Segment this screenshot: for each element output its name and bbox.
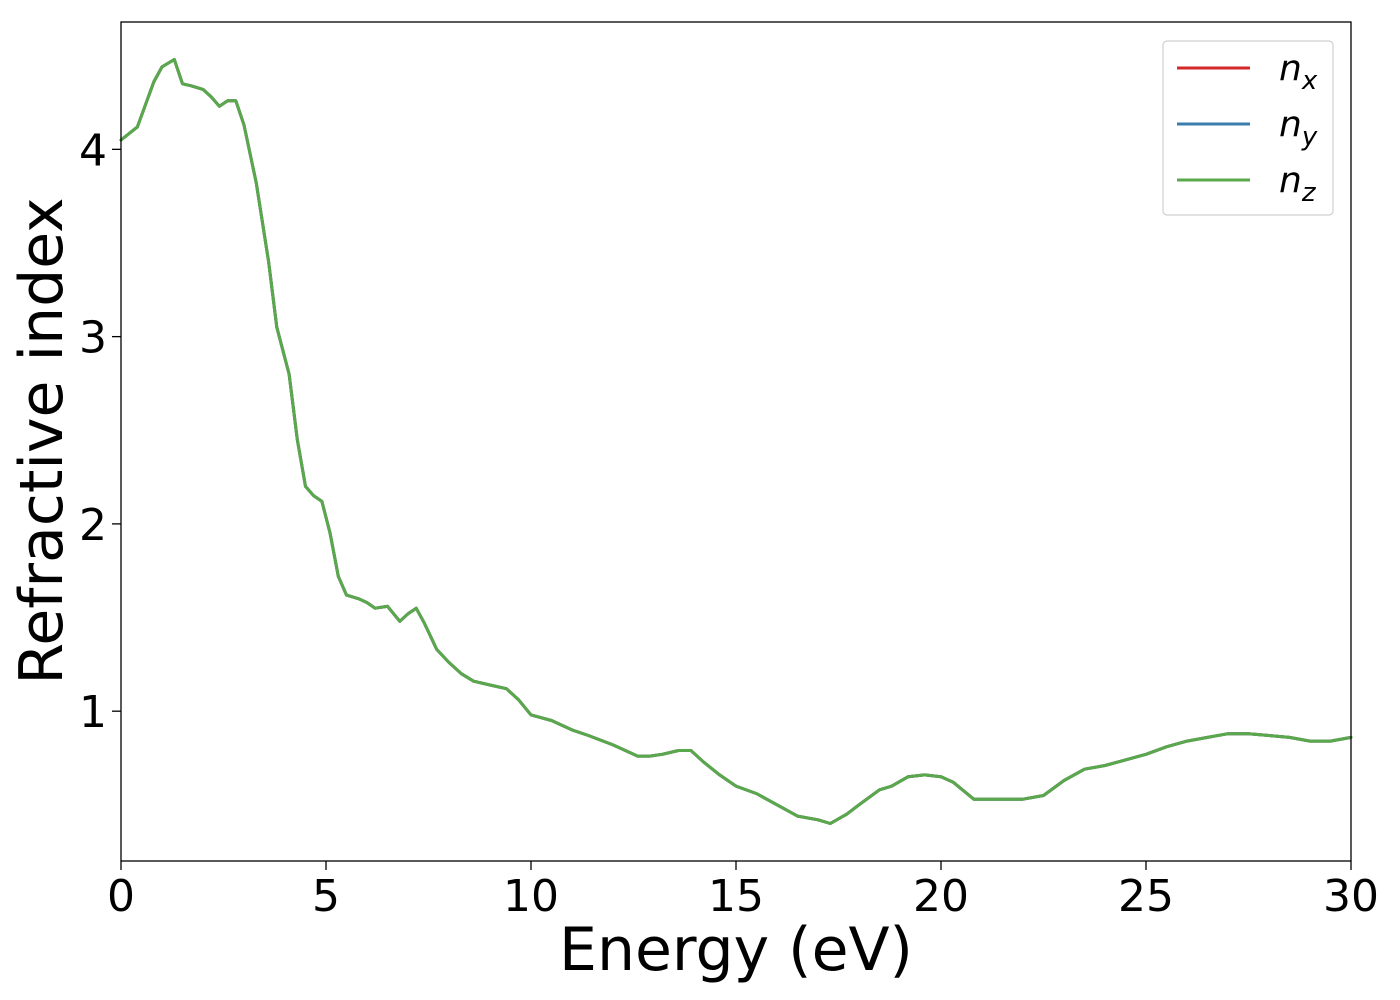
legend-label-base: n <box>1279 104 1302 145</box>
x-tick-label: 15 <box>708 871 764 922</box>
x-axis-label: Energy (eV) <box>559 915 913 985</box>
legend-label-subscript: y <box>1301 122 1318 152</box>
x-tick-label: 30 <box>1323 871 1379 922</box>
legend-label-y: ny <box>1279 104 1318 152</box>
y-tick-label: 3 <box>79 313 107 364</box>
legend-label-subscript: z <box>1301 178 1317 208</box>
y-axis-ticks: 1 2 3 4 <box>79 125 121 738</box>
legend-label-base: n <box>1279 48 1302 89</box>
legend-label-subscript: x <box>1301 66 1318 96</box>
x-tick-label: 5 <box>312 871 340 922</box>
legend-box <box>1162 40 1334 216</box>
x-tick-label: 25 <box>1118 871 1174 922</box>
x-tick-label: 10 <box>503 871 559 922</box>
legend-label-x: nx <box>1279 48 1318 96</box>
legend-label-z: nz <box>1279 160 1317 208</box>
y-axis-label: Refractive index <box>7 197 77 684</box>
series-layer <box>119 58 1353 825</box>
legend-label-base: n <box>1279 160 1302 201</box>
series-line-z <box>119 58 1353 825</box>
y-tick-label: 2 <box>79 500 107 551</box>
y-tick-label: 4 <box>79 125 107 176</box>
x-axis-ticks: 0 5 10 15 20 25 30 <box>107 861 1379 922</box>
x-tick-label: 0 <box>107 871 135 922</box>
x-tick-label: 20 <box>913 871 969 922</box>
y-tick-label: 1 <box>79 687 107 738</box>
